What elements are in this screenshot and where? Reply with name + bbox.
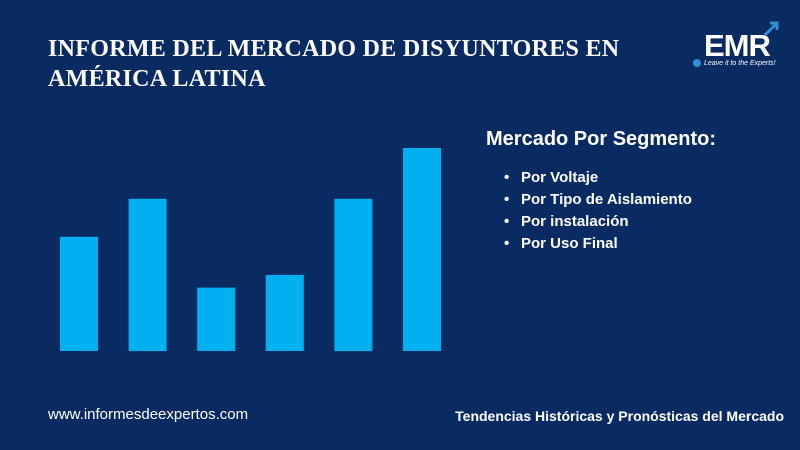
logo-dot-icon — [693, 59, 701, 67]
bullet-icon: • — [504, 235, 510, 252]
bullet-icon: • — [504, 213, 510, 230]
emr-logo: EMR Leave it to the Experts! — [686, 21, 786, 76]
segment-item-label: Por instalación — [521, 213, 629, 230]
bullet-icon: • — [504, 191, 510, 208]
segment-item-label: Por Tipo de Aislamiento — [521, 191, 692, 208]
bullet-icon: • — [504, 169, 510, 186]
title-line-2: AMÉRICA LATINA — [48, 66, 266, 92]
segment-item-label: Por Voltaje — [521, 169, 599, 186]
logo-tagline: Leave it to the Experts! — [704, 60, 776, 67]
arrow-up-right-icon — [763, 21, 779, 37]
bar-3 — [197, 287, 236, 351]
bar-2 — [128, 198, 167, 352]
segment-list: • Por Voltaje • Por Tipo de Aislamiento • P… — [486, 167, 716, 255]
list-item: • Por Uso Final — [504, 233, 716, 255]
footer-tagline: Tendencias Históricas y Pronósticas del … — [455, 408, 784, 424]
bar-5 — [334, 198, 373, 352]
website-link[interactable]: www.informesdeexpertos.com — [48, 406, 249, 423]
logo-text: EMR — [704, 28, 771, 63]
title-line-1: INFORME DEL MERCADO DE DISYUNTORES EN — [48, 36, 620, 62]
segment-panel: Mercado Por Segmento: • Por Voltaje • Por … — [486, 128, 716, 255]
list-item: • Por Tipo de Aislamiento — [504, 189, 716, 211]
page-title: INFORME DEL MERCADO DE DISYUNTORES EN AM… — [48, 34, 648, 94]
segment-item-label: Por Uso Final — [521, 235, 618, 252]
segment-title: Mercado Por Segmento: — [486, 128, 717, 150]
list-item: • Por Voltaje — [504, 167, 716, 189]
list-item: • Por instalación — [504, 211, 716, 233]
bar-6 — [403, 148, 441, 351]
bar-4 — [265, 274, 304, 351]
bar-1 — [60, 236, 98, 351]
